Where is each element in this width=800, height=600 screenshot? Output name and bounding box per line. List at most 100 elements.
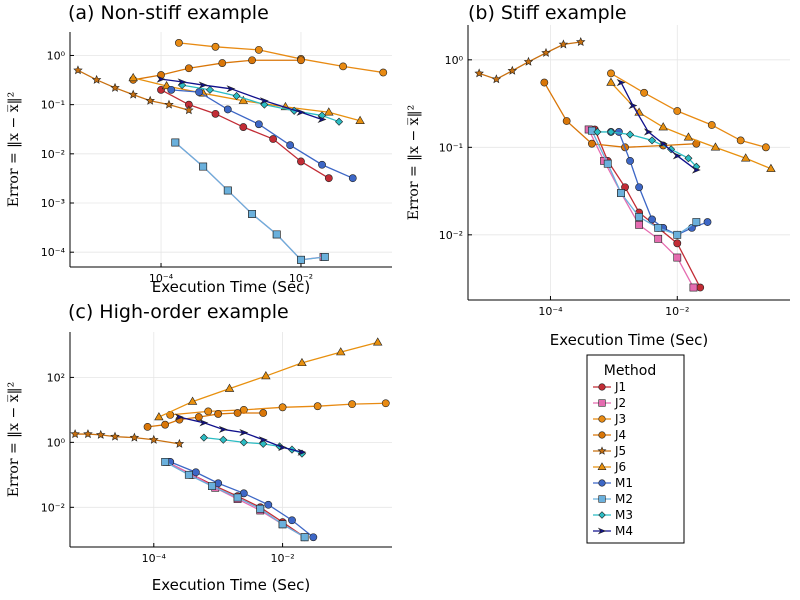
data-point-M4 xyxy=(199,419,209,427)
x-axis-label: Execution Time (Sec) xyxy=(152,576,311,594)
panel-2: 10⁻⁴ 10⁻² 10⁻² 10⁰ 10² (c) High-order example… xyxy=(6,301,392,594)
data-point-M2 xyxy=(233,493,242,502)
y-tick-label: 10⁻⁴ xyxy=(41,246,66,259)
data-point-J6 xyxy=(224,383,235,392)
plot-area xyxy=(73,39,388,264)
data-point-M1 xyxy=(286,141,295,150)
legend: Method J1 J2 J3 J4 J5 J6 M1 M2 M3 M4 xyxy=(586,354,685,544)
series-J3 xyxy=(166,399,390,419)
legend-item-M2: M2 xyxy=(593,492,633,506)
y-tick-label: 10² xyxy=(47,371,65,384)
data-point-M4 xyxy=(616,78,626,87)
data-point-J6 xyxy=(261,371,271,380)
data-point-J4 xyxy=(143,422,152,431)
y-tick-label: 10⁰ xyxy=(47,436,66,449)
data-point-M1 xyxy=(223,105,232,114)
data-point-M3 xyxy=(232,91,241,101)
data-point-M2 xyxy=(184,470,193,479)
legend-label: M4 xyxy=(615,524,633,538)
data-point-J5 xyxy=(474,68,484,78)
chart-title: (b) Stiff example xyxy=(468,2,627,24)
plot-area xyxy=(474,36,776,292)
series-line-J4 xyxy=(133,59,301,81)
data-point-M4 xyxy=(643,128,653,136)
data-point-M4 xyxy=(297,448,307,456)
data-point-M3 xyxy=(684,154,693,163)
data-point-M4 xyxy=(174,413,184,421)
data-point-J3 xyxy=(707,121,716,129)
grid xyxy=(70,32,392,267)
legend-item-M4: M4 xyxy=(593,524,633,538)
data-point-M4 xyxy=(317,115,327,124)
legend-label: J2 xyxy=(614,396,626,410)
data-point-M3 xyxy=(648,136,657,145)
data-point-J5 xyxy=(541,47,551,57)
data-point-J3 xyxy=(379,68,388,77)
data-point-J5 xyxy=(184,105,194,115)
series-J5 xyxy=(73,65,194,115)
data-point-J5 xyxy=(129,432,140,442)
data-point-J1 xyxy=(297,157,305,166)
series-line-J3 xyxy=(178,42,384,74)
x-tick-label: 10⁻² xyxy=(289,272,313,285)
y-tick-label: 10⁰ xyxy=(445,54,464,67)
data-point-M1 xyxy=(254,120,263,129)
x-tick-label: 10⁻⁴ xyxy=(142,552,167,565)
legend-item-J4: J4 xyxy=(593,428,626,442)
data-point-J1 xyxy=(239,123,248,131)
x-axis-label: Execution Time (Sec) xyxy=(550,331,709,349)
series-M3 xyxy=(199,433,306,458)
data-point-J4 xyxy=(248,56,256,65)
series-M3 xyxy=(178,81,344,126)
data-point-M1 xyxy=(635,183,644,192)
data-point-J6 xyxy=(336,347,346,356)
data-point-J5 xyxy=(128,89,138,99)
data-point-M2 xyxy=(692,218,701,226)
legend-marker-M4 xyxy=(597,527,607,535)
data-point-M1 xyxy=(626,156,634,165)
y-tick-label: 10⁻² xyxy=(41,501,65,514)
series-line-M3 xyxy=(181,84,340,123)
data-point-J6 xyxy=(710,142,721,151)
data-point-M4 xyxy=(278,443,287,451)
data-point-J2 xyxy=(673,253,682,262)
data-point-M4 xyxy=(672,152,682,160)
y-tick-label: 10⁻¹ xyxy=(439,141,463,154)
data-point-J5 xyxy=(523,56,534,66)
legend-marker-J3 xyxy=(598,415,606,423)
data-point-J6 xyxy=(128,72,138,82)
data-point-J2 xyxy=(654,234,663,243)
series-line-M3 xyxy=(597,131,697,168)
data-point-J3 xyxy=(348,400,356,409)
data-point-J5 xyxy=(174,438,185,448)
legend-label: M1 xyxy=(615,476,633,490)
data-point-J3 xyxy=(381,399,390,408)
legend-marker-M3 xyxy=(598,511,606,519)
legend-marker-J1 xyxy=(598,383,606,391)
data-point-M3 xyxy=(219,435,228,444)
data-point-J5 xyxy=(83,429,93,439)
series-line-J3 xyxy=(610,72,767,148)
data-point-J1 xyxy=(673,239,682,248)
data-point-J4 xyxy=(259,409,268,417)
data-point-M4 xyxy=(156,75,166,83)
data-point-J4 xyxy=(161,420,170,429)
data-point-M1 xyxy=(239,489,248,498)
legend-item-J2: J2 xyxy=(593,396,626,410)
data-point-M2 xyxy=(223,186,232,195)
series-J5 xyxy=(474,36,586,84)
legend-item-M3: M3 xyxy=(593,508,633,522)
data-point-J4 xyxy=(194,413,203,421)
data-point-M4 xyxy=(296,108,306,116)
data-point-M2 xyxy=(300,533,309,542)
x-axis-label: Execution Time (Sec) xyxy=(152,278,311,296)
legend-item-J5: J5 xyxy=(593,444,626,458)
data-point-M1 xyxy=(191,468,200,477)
data-point-M4 xyxy=(628,102,638,110)
legend-marker-J6 xyxy=(597,462,607,470)
data-point-M2 xyxy=(673,230,682,239)
y-tick-label: 10⁻² xyxy=(439,229,463,242)
data-point-J5 xyxy=(149,434,159,444)
x-tick-label: 10⁻² xyxy=(665,305,689,318)
data-point-J6 xyxy=(658,122,668,131)
